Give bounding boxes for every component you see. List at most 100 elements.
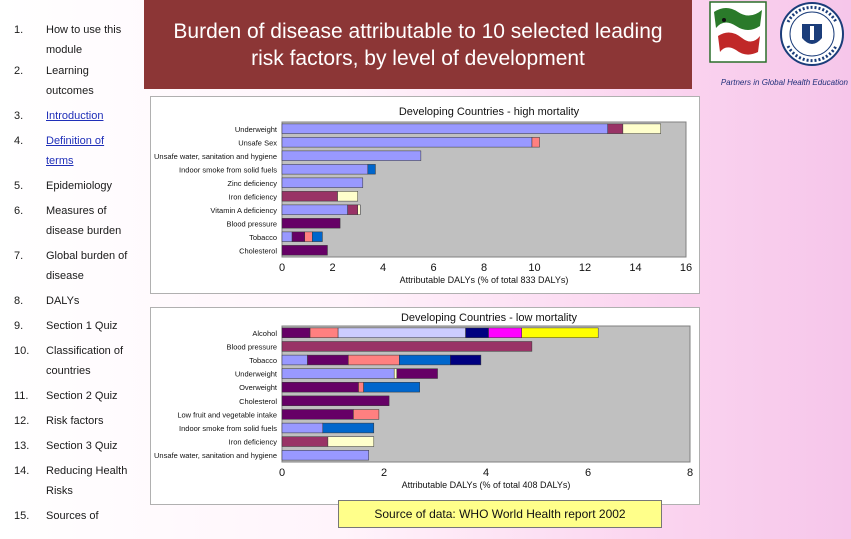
x-tick-label: 12	[579, 262, 591, 274]
chart-high-mortality-svg: Developing Countries - high mortality 0 2 4…	[154, 106, 692, 285]
category-label: Cholesterol	[239, 246, 277, 255]
nav-item-label-line: disease	[46, 270, 84, 282]
x-tick-label: 6	[585, 467, 591, 479]
nav-item-number: 1.	[14, 24, 24, 36]
chart-high-mortality: Developing Countries - high mortality 0 2 4…	[150, 96, 700, 294]
nav-item-label-line: Risks	[46, 485, 73, 497]
nav-item-label: DALYs	[46, 291, 146, 311]
category-label: Vitamin A deficiency	[210, 206, 277, 215]
x-tick-label: 4	[483, 467, 489, 479]
x-tick-label: 0	[279, 467, 285, 479]
nav-item-number: 10.	[14, 345, 30, 357]
bar-segment-infectious-and-parasitic-diseases	[281, 204, 348, 215]
bar-segment-chronic-respiratory-diseases	[322, 422, 375, 434]
nav-item-label: Introduction	[46, 106, 146, 126]
bar-segment-chronic-respiratory-diseases	[363, 382, 420, 393]
nav-item-label: Sources of	[46, 506, 146, 526]
nav-item-label-line: Introduction	[46, 110, 104, 122]
x-tick-label: 2	[329, 262, 335, 274]
bar-segment-chronic-respiratory-diseases	[399, 354, 451, 366]
bar-segment-cancers	[531, 137, 540, 148]
bar-segment-infectious-and-parasitic-diseases	[281, 164, 369, 175]
dragon-crest-icon	[709, 1, 767, 63]
nav-item-label-line: outcomes	[46, 85, 94, 97]
bar-segment-cancers	[358, 382, 364, 393]
bar-segment-chronic-respiratory-diseases	[367, 164, 376, 175]
nav-item-label-line: DALYs	[46, 295, 80, 307]
bar-segment-infectious-and-parasitic-diseases	[281, 123, 608, 134]
bar-segment-maternal-and-perinatal-diseases	[281, 341, 533, 352]
bar-segment-infectious-and-parasitic-diseases	[281, 231, 293, 242]
nav-item-label: Definition of terms	[46, 131, 146, 171]
module-navigation: 1. How to use this module 2. Learning outcome…	[0, 0, 150, 539]
x-tick-label: 14	[629, 262, 641, 274]
category-label: Unsafe water, sanitation and hygiene	[154, 451, 277, 460]
x-axis-label: Attributable DALYs (% of total 833 DALYs…	[400, 275, 569, 285]
nav-item-label-line: module	[46, 44, 83, 56]
nav-item-label-line: Measures of	[46, 205, 107, 217]
category-label: Overweight	[239, 383, 278, 392]
x-tick-label: 10	[528, 262, 540, 274]
nav-item-label-line: Classification of	[46, 345, 124, 357]
bar-segment-chronic-respiratory-diseases	[312, 231, 323, 242]
category-label: Unsafe water, sanitation and hygiene	[154, 152, 277, 161]
bar-segment-cardiovascular-diseases	[281, 327, 311, 338]
category-label: Tobacco	[249, 233, 277, 242]
nav-item-number: 5.	[14, 180, 24, 192]
bar-segment-cardiovascular-diseases	[281, 245, 328, 256]
nav-item-label: Epidemiology	[46, 176, 146, 196]
nav-item-number: 8.	[14, 295, 24, 307]
nav-item-label: Section 2 Quiz	[46, 386, 146, 406]
x-tick-label: 8	[687, 467, 693, 479]
x-tick-label: 16	[680, 262, 692, 274]
nav-item-label-line: Section 2 Quiz	[46, 390, 118, 402]
nav-item-label-line: Section 3 Quiz	[46, 440, 118, 452]
category-label: Indoor smoke from solid fuels	[179, 165, 277, 174]
nav-item-number: 7.	[14, 250, 24, 262]
bar-segment-maternal-and-perinatal-diseases	[281, 436, 329, 447]
bar-segment-other-noncommunicable-conditions	[465, 327, 489, 338]
bar-segment-cardiovascular-diseases	[281, 395, 390, 406]
category-label: Underweight	[235, 125, 278, 134]
partner-logos	[700, 0, 850, 78]
bar-segment-unintentional-injuries	[488, 327, 522, 338]
bar-segment-cancers	[348, 354, 400, 366]
nav-item-number: 11.	[14, 390, 29, 402]
nav-item-label-line: Section 1 Quiz	[46, 320, 118, 332]
x-tick-label: 6	[430, 262, 436, 274]
page-title-line-2: risk factors, by level of development	[251, 46, 585, 70]
category-label: Blood pressure	[227, 219, 277, 228]
x-tick-label: 2	[381, 467, 387, 479]
bar-segment-nutritional-deficiencies	[327, 436, 375, 447]
nav-item-label-line: countries	[46, 365, 91, 377]
nav-item-label-line: Risk factors	[46, 415, 104, 427]
bar-segment-infectious-and-parasitic-diseases	[281, 354, 308, 366]
category-label: Unsafe Sex	[238, 138, 277, 147]
nav-item-label-line: disease burden	[46, 225, 122, 237]
nav-item-label-line: Learning	[46, 65, 89, 77]
bar-segment-cardiovascular-diseases	[281, 218, 341, 229]
bar-segment-infectious-and-parasitic-diseases	[281, 368, 395, 379]
nav-item-number: 14.	[14, 465, 30, 477]
bar-segment-nutritional-deficiencies	[337, 191, 359, 202]
nav-item-label-line: terms	[46, 155, 74, 167]
bar-segment-cancers	[304, 231, 313, 242]
category-label: Tobacco	[249, 356, 277, 365]
bar-segment-cardiovascular-diseases	[281, 382, 359, 393]
nav-item-label: Section 1 Quiz	[46, 316, 146, 336]
nav-item-label-line: Sources of	[46, 510, 99, 522]
nav-item-label-line: Epidemiology	[46, 180, 113, 192]
bar-segment-nutritional-deficiencies	[357, 204, 361, 215]
bar-segment-cardiovascular-diseases	[396, 368, 438, 379]
category-label: Alcohol	[252, 329, 277, 338]
bar-segment-cardiovascular-diseases	[291, 231, 305, 242]
nav-item-label-line: Definition of	[46, 135, 105, 147]
bar-segment-infectious-and-parasitic-diseases	[281, 150, 422, 161]
bar-segment-maternal-and-perinatal-diseases	[347, 204, 358, 215]
bar-segment-infectious-and-parasitic-diseases	[281, 450, 369, 461]
nav-item-number: 9.	[14, 320, 24, 332]
nav-item-label: Global burden of disease	[46, 246, 146, 286]
chart-title: Developing Countries - low mortality	[401, 312, 578, 324]
nav-item-number: 13.	[14, 440, 30, 452]
chart-low-mortality-svg: Developing Countries - low mortality 0 2 4 6…	[154, 312, 693, 490]
